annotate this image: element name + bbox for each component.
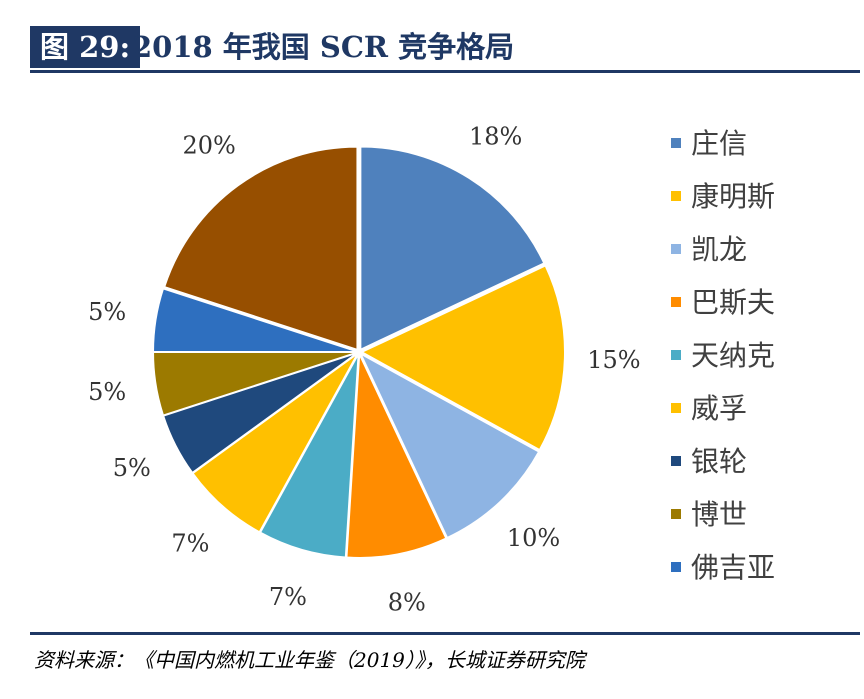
slice-percent-label: 7% [269,583,307,611]
pie-slice [360,353,540,538]
source-note: 资料来源：《中国内燃机工业年鉴（2019）》，长城证券研究院 [34,648,585,672]
slice-percent-label: 5% [113,454,151,482]
legend-label: 银轮 [691,445,747,478]
legend-swatch [671,138,681,148]
legend-swatch [671,191,681,201]
figure-label: 图 29: [30,26,141,68]
pie-chart: 18% 15% 10% 8% 7% 7% 5% 5% 5% 20% 庄信康明斯凯龙巴斯夫天纳克威孚银… [88,123,775,617]
legend-swatch [671,456,681,466]
legend-label: 天纳克 [691,339,775,372]
slice-percent-label: 5% [88,298,126,326]
slice-percent-label: 18% [469,123,522,151]
legend-swatch [671,297,681,307]
legend-swatch [671,562,681,572]
legend-label: 康明斯 [691,180,775,213]
pie-slice [164,146,358,350]
chart-title: 2018 年我国 SCR 竞争格局 [132,30,515,64]
legend-swatch [671,509,681,519]
slice-percent-label: 10% [507,524,560,552]
pie-slice [346,355,447,558]
pie-slice [153,288,356,352]
legend-swatch [671,350,681,360]
pie-slice [361,265,565,451]
slice-percent-label: 5% [88,378,126,406]
slice-percent-label: 15% [587,346,640,374]
legend-label: 佛吉亚 [691,551,775,584]
slice-percent-label: 20% [182,132,235,160]
legend-label: 威孚 [691,392,747,425]
slice-percent-label: 7% [171,529,209,557]
pie-slice [163,353,357,474]
pie-slice [360,146,545,350]
legend-label: 巴斯夫 [691,286,775,319]
legend-label: 凯龙 [691,233,747,266]
slice-percent-label: 8% [388,588,426,616]
legend-swatch [671,403,681,413]
legend-label: 博世 [691,498,747,531]
pie-slice [192,354,358,533]
legend-swatch [671,244,681,254]
footer-rule [30,632,860,635]
pie-slice [260,355,359,558]
legend-label: 庄信 [691,127,747,160]
header-rule [30,70,860,73]
figure-header: 图 29: 2018 年我国 SCR 竞争格局 [30,26,860,70]
pie-slice [153,352,356,416]
